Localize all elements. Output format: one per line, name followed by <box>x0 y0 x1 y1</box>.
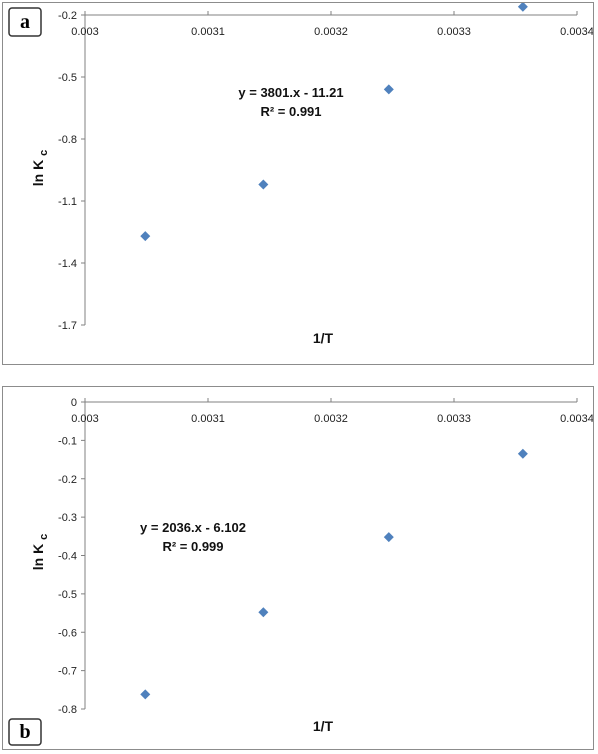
chart-a-panel-label-box <box>8 7 42 37</box>
chart-a-x-tick-label: 0.0033 <box>437 26 471 38</box>
chart-b-y-tick-label: -0.6 <box>58 627 77 639</box>
chart-a-y-axis-title-subscript: c <box>38 150 50 156</box>
chart-a-trend-equation: y = 3801.x - 11.21 <box>238 85 343 100</box>
chart-b-y-tick-label: -0.5 <box>58 589 77 601</box>
chart-b-x-tick-label: 0.0031 <box>191 413 225 425</box>
chart-b-x-tick-label: 0.0034 <box>560 413 593 425</box>
chart-panel-b: 0.003 0.0031 0.0032 0.0033 0.0034 0 -0.1 -0.2 -0… <box>2 386 594 750</box>
chart-a-y-axis-title-main: ln K <box>30 156 46 186</box>
chart-b-y-tick-label: -0.8 <box>58 704 77 716</box>
chart-b-y-axis-title-subscript: c <box>38 534 50 540</box>
chart-b-data-point <box>140 689 151 700</box>
chart-b-y-axis-title: ln K c <box>30 534 50 570</box>
chart-a-y-tick-label: -1.4 <box>58 258 77 270</box>
chart-b-y-tick-label: -0.2 <box>58 474 77 486</box>
chart-b-y-axis-title-main: ln K <box>30 540 46 570</box>
chart-a-x-axis-title: 1/T <box>313 330 334 346</box>
chart-b-y-tick-label: 0 <box>71 397 77 409</box>
chart-b-y-tick-label: -0.7 <box>58 666 77 678</box>
chart-a-panel-label: a <box>20 11 30 33</box>
chart-b-x-tick-label: 0.003 <box>71 413 99 425</box>
chart-b-y-tick-label: -0.4 <box>58 551 77 563</box>
chart-a-x-tick-label: 0.0031 <box>191 26 225 38</box>
chart-b-panel-label: b <box>19 721 30 743</box>
chart-a-data-point <box>517 3 528 12</box>
chart-b-data-point <box>383 532 394 543</box>
chart-a-data-point <box>383 84 394 95</box>
chart-panel-a: 0.003 0.0031 0.0032 0.0033 0.0034 -0.2 -0.5 -0.… <box>2 2 594 365</box>
chart-a-y-tick-label: -1.1 <box>58 196 77 208</box>
chart-a-data-point <box>140 231 151 242</box>
chart-a-x-tick-label: 0.003 <box>71 26 99 38</box>
chart-a-x-tick-label: 0.0034 <box>560 26 593 38</box>
chart-a-y-tick-label: -0.5 <box>58 72 77 84</box>
chart-a-r-squared: R² = 0.991 <box>260 104 321 119</box>
chart-b-r-squared: R² = 0.999 <box>162 539 223 554</box>
chart-a-data-point <box>258 179 269 190</box>
chart-a-y-axis-title: ln K c <box>30 150 50 186</box>
chart-b-trend-equation: y = 2036.x - 6.102 <box>140 520 246 535</box>
chart-b-panel-label-box <box>8 718 42 746</box>
chart-a-y-tick-label: -0.8 <box>58 134 77 146</box>
chart-b-y-tick-label: -0.1 <box>58 435 77 447</box>
chart-b-x-tick-label: 0.0032 <box>314 413 348 425</box>
chart-b-svg: 0.003 0.0031 0.0032 0.0033 0.0034 0 -0.1 -0.2 -0… <box>8 397 593 746</box>
chart-b-x-axis-title: 1/T <box>313 718 334 734</box>
chart-b-data-point <box>258 607 269 618</box>
chart-a-y-tick-label: -0.2 <box>58 10 77 22</box>
chart-b-x-tick-label: 0.0033 <box>437 413 471 425</box>
chart-a-y-tick-label: -1.7 <box>58 320 77 332</box>
chart-a-x-tick-label: 0.0032 <box>314 26 348 38</box>
chart-b-data-point <box>517 448 528 459</box>
chart-b-y-tick-label: -0.3 <box>58 512 77 524</box>
chart-a-svg: 0.003 0.0031 0.0032 0.0033 0.0034 -0.2 -0.5 -0.… <box>8 3 593 346</box>
